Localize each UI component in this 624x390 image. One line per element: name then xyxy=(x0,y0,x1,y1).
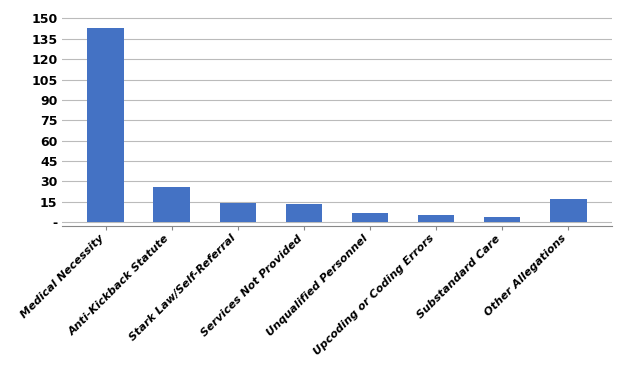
Bar xyxy=(418,215,454,222)
Bar xyxy=(550,199,587,222)
Bar xyxy=(220,203,256,222)
Bar xyxy=(352,213,388,222)
Bar xyxy=(154,187,190,222)
Bar xyxy=(484,217,520,222)
Bar xyxy=(87,28,124,222)
Bar xyxy=(286,204,322,222)
